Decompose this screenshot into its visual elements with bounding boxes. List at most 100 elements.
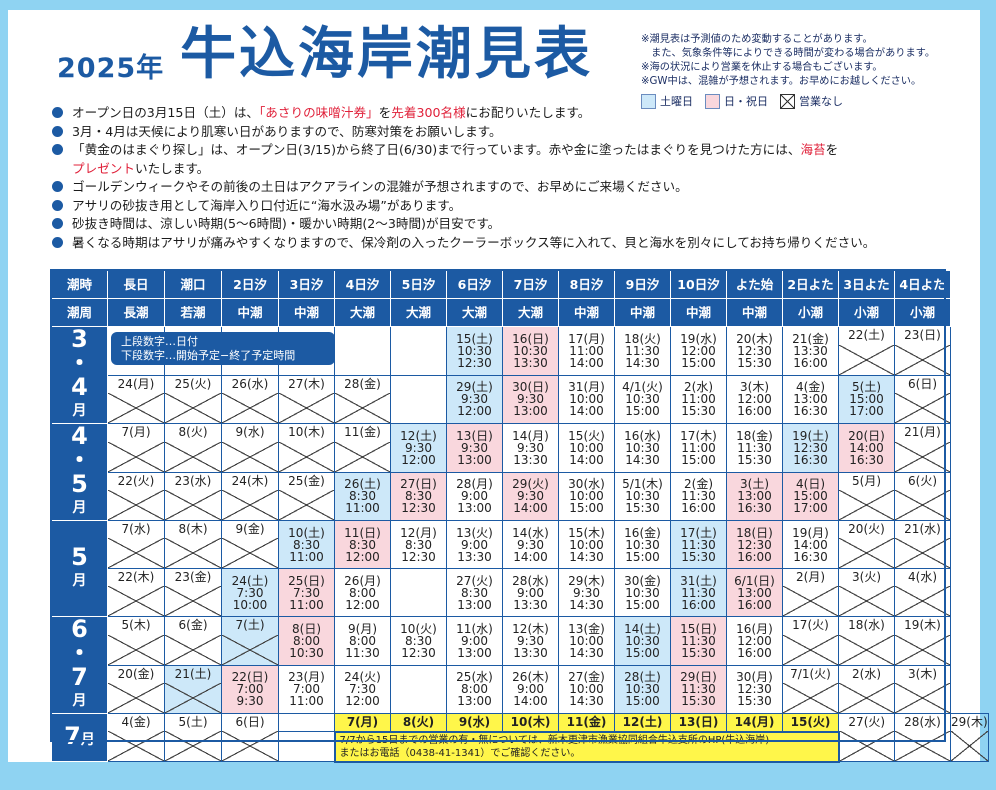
day-cell: 21(水)	[894, 520, 951, 569]
day-cell: 11(水) 9:00 13:00	[446, 616, 503, 666]
day-date: 15(火)	[568, 428, 605, 443]
legend-hol-swatch	[705, 93, 720, 109]
bullet-text: を	[378, 105, 392, 120]
end-time: 9:30	[236, 694, 264, 709]
start-time: 10:30	[457, 343, 492, 358]
day-cell: 15(土) 10:30 12:30	[446, 326, 503, 376]
day-cell: 21(土)	[164, 664, 222, 714]
bullet-item: 3月・4月は天候により肌寒い日がありますので、防寒対策をお願いします。	[50, 123, 950, 142]
end-time: 13:00	[457, 501, 492, 516]
day-cell: 27(火)	[838, 713, 895, 762]
day-cell: 4(金) 13:00 16:30	[782, 374, 839, 424]
day-cell: 22(火)	[107, 471, 165, 521]
header-cell: 長潮	[107, 298, 165, 327]
end-time: 13:00	[513, 404, 548, 419]
header-cell: 2日汐	[221, 270, 279, 299]
table-row: 24(月) 25(火) 26(水) 27(木) 28(金) 29(土) 9:30 12:00 3…	[52, 374, 989, 424]
day-date: 25(金)	[288, 473, 325, 488]
bullet-text: 3月・4月は天候により肌寒い日がありますので、防寒対策をお願いします。	[72, 123, 502, 139]
day-cell: 23(金)	[164, 568, 222, 617]
bullet-dot-icon	[52, 199, 63, 211]
day-cell: 15(木) 10:00 14:30	[558, 520, 615, 569]
day-date: 29(火)	[512, 477, 549, 492]
day-date: 3(木)	[740, 380, 769, 395]
end-time: 15:00	[625, 694, 660, 709]
month-label: 3 ・ 4 月	[51, 326, 108, 424]
end-time: 14:00	[513, 501, 548, 516]
bullet-text: 先着300名様	[391, 105, 466, 120]
day-date: 8(日)	[292, 621, 321, 636]
day-date: 27(木)	[288, 376, 325, 391]
day-cell: 3(木) 12:00 16:00	[726, 374, 783, 424]
day-date: 14(月)	[512, 428, 549, 443]
start-time: 8:00	[349, 585, 376, 600]
day-cell: 26(土) 8:30 11:00	[334, 471, 391, 521]
day-cell: 27(日) 8:30 12:30	[390, 471, 447, 521]
day-cell: 27(火) 8:30 13:00	[446, 568, 503, 617]
day-date: 19(土)	[792, 428, 829, 443]
day-date: 5(土)	[178, 715, 208, 729]
left-border	[0, 0, 8, 790]
day-date: 30(月)	[736, 670, 773, 685]
day-date: 6(日)	[908, 376, 937, 391]
start-time: 12:30	[793, 440, 828, 455]
legend-guide-box: 上段数字…日付 下段数字…開始予定−終了予定時間	[111, 332, 335, 365]
day-date: 14(水)	[512, 525, 549, 540]
day-cell: 12(木) 9:30 13:30	[502, 616, 559, 666]
day-date: 18(金)	[736, 428, 773, 443]
bullet-dot-icon	[52, 181, 63, 192]
day-date: 23(日)	[904, 328, 941, 342]
start-time: 8:30	[293, 537, 320, 552]
day-date: 16(日)	[512, 331, 549, 346]
day-date: 2(水)	[684, 380, 713, 395]
day-cell: 9(金)	[221, 520, 279, 569]
day-date: 15(日)	[680, 621, 717, 636]
page-title: 牛込海岸潮見表	[180, 21, 593, 87]
day-cell: 4(金)	[107, 713, 165, 762]
day-cell: 8(日) 8:00 10:30	[278, 616, 335, 666]
start-time: 13:00	[737, 585, 772, 600]
start-time: 10:00	[569, 489, 604, 504]
header-cell: 小潮	[894, 298, 951, 327]
month-label: 4 ・ 5 月	[51, 423, 108, 521]
day-date: 11(水)	[456, 621, 493, 636]
day-cell: 7(月)	[107, 423, 165, 473]
start-time: 10:30	[513, 343, 548, 358]
day-cell: 11(金)	[334, 423, 391, 473]
start-time: 10:00	[569, 633, 604, 648]
end-time: 10:00	[232, 597, 268, 612]
day-date: 4(日)	[796, 477, 825, 492]
day-date: 14(土)	[624, 621, 661, 636]
end-time: 13:00	[457, 452, 492, 467]
day-cell: 26(水)	[221, 374, 279, 424]
start-time: 15:00	[793, 489, 828, 504]
day-date: 24(火)	[344, 670, 381, 685]
day-date: 13(火)	[456, 525, 493, 540]
day-date: 21(月)	[904, 425, 941, 439]
day-date: 18(火)	[624, 331, 661, 346]
start-time: 9:00	[517, 585, 544, 600]
day-date: 26(月)	[344, 573, 381, 588]
start-time: 7:30	[293, 585, 320, 600]
day-cell: 3(土) 13:00 16:30	[726, 471, 783, 521]
start-time: 8:30	[349, 537, 376, 552]
day-date: 30(水)	[568, 477, 605, 492]
day-date: 9(金)	[235, 522, 265, 536]
day-cell: 25(日) 7:30 11:00	[278, 568, 335, 617]
day-cell: 19(水) 12:00 15:00	[670, 326, 727, 376]
day-cell: 25(火)	[164, 374, 222, 424]
start-time: 9:30	[517, 392, 544, 407]
day-date: 29(木)	[951, 715, 988, 729]
end-time: 13:30	[513, 452, 548, 467]
day-date: 18(水)	[848, 618, 885, 632]
bullet-list: オープン日の3月15日（土）は、「あさりの味噌汁券」を先着300名様にお配りいた…	[50, 104, 950, 252]
day-cell: 21(月)	[894, 423, 951, 473]
end-time: 16:00	[737, 404, 772, 419]
guide-line: 上段数字…日付	[121, 335, 198, 348]
closed-x-icon	[780, 93, 795, 109]
day-date: 8(火)	[178, 425, 208, 439]
start-time: 9:30	[517, 440, 544, 455]
end-time: 15:00	[681, 452, 716, 467]
header-cell: 潮口	[164, 270, 222, 299]
bullet-item: 「黄金のはまぐり探し」は、オープン日(3/15)から終了日(6/30)まで行って…	[50, 141, 950, 160]
